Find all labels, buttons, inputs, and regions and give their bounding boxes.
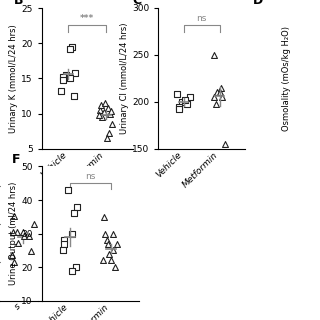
Point: [29, 248, 34, 253]
Point: [69, 44, 74, 49]
Point: [213, 101, 219, 106]
Point: [69, 231, 74, 236]
Point: [214, 90, 220, 95]
Text: D: D: [253, 0, 263, 7]
Y-axis label: Urine Output (ml/24 hrs): Urine Output (ml/24 hrs): [9, 182, 18, 285]
Point: [16, 241, 21, 246]
Point: [98, 108, 103, 113]
Point: [75, 204, 80, 209]
Point: [111, 248, 116, 253]
Point: [175, 92, 180, 97]
Point: [11, 214, 16, 219]
Point: [220, 95, 225, 100]
Point: [104, 238, 109, 243]
Point: [218, 90, 223, 95]
Point: [98, 103, 103, 108]
Point: [176, 107, 181, 112]
Point: [107, 251, 112, 256]
Point: [10, 229, 15, 234]
Point: [67, 46, 72, 52]
Text: ***: ***: [80, 14, 94, 23]
Point: [102, 214, 107, 220]
Text: B: B: [14, 0, 24, 7]
Point: [66, 187, 71, 192]
Point: [67, 76, 72, 81]
Point: [100, 258, 106, 263]
Point: [104, 136, 109, 141]
Point: [102, 231, 107, 236]
Point: [12, 260, 17, 265]
Y-axis label: Urinary K (mmol/L/24 hrs): Urinary K (mmol/L/24 hrs): [9, 24, 18, 133]
Point: [60, 77, 66, 82]
Point: [212, 52, 217, 58]
Text: ns: ns: [196, 14, 207, 23]
Point: [179, 99, 184, 104]
Point: [109, 258, 114, 263]
Point: [222, 141, 227, 147]
Point: [71, 211, 76, 216]
Point: [109, 122, 114, 127]
Point: [62, 238, 67, 243]
Point: [212, 95, 217, 100]
Y-axis label: Urinary Cl (mmol/L/24 hrs): Urinary Cl (mmol/L/24 hrs): [120, 23, 129, 134]
Point: [64, 72, 69, 77]
Point: [219, 85, 224, 90]
Point: [31, 221, 36, 227]
Point: [108, 109, 113, 114]
Point: [62, 241, 67, 246]
Point: [105, 105, 110, 110]
Text: ns: ns: [85, 172, 96, 181]
Point: [60, 75, 66, 80]
Text: Osmolality (mOs/kg H₂O): Osmolality (mOs/kg H₂O): [282, 26, 291, 131]
Point: [184, 101, 189, 106]
Point: [10, 252, 15, 257]
Point: [27, 233, 32, 238]
Point: [102, 100, 107, 106]
Text: F: F: [12, 153, 21, 166]
Point: [105, 241, 110, 246]
Point: [114, 241, 119, 246]
Point: [14, 229, 20, 234]
Point: [71, 93, 76, 99]
Point: [74, 265, 79, 270]
Point: [20, 229, 25, 234]
Point: [73, 70, 78, 75]
Point: [176, 104, 181, 109]
Text: C: C: [132, 0, 142, 7]
Point: [97, 112, 102, 117]
Point: [100, 115, 105, 120]
Point: [112, 265, 117, 270]
Point: [60, 248, 65, 253]
Point: [106, 131, 111, 136]
Point: [101, 110, 106, 115]
Point: [110, 231, 115, 236]
Point: [21, 233, 26, 238]
Point: [69, 268, 74, 273]
Point: [182, 97, 188, 102]
Point: [59, 89, 64, 94]
Point: [188, 95, 193, 100]
Point: [107, 111, 112, 116]
